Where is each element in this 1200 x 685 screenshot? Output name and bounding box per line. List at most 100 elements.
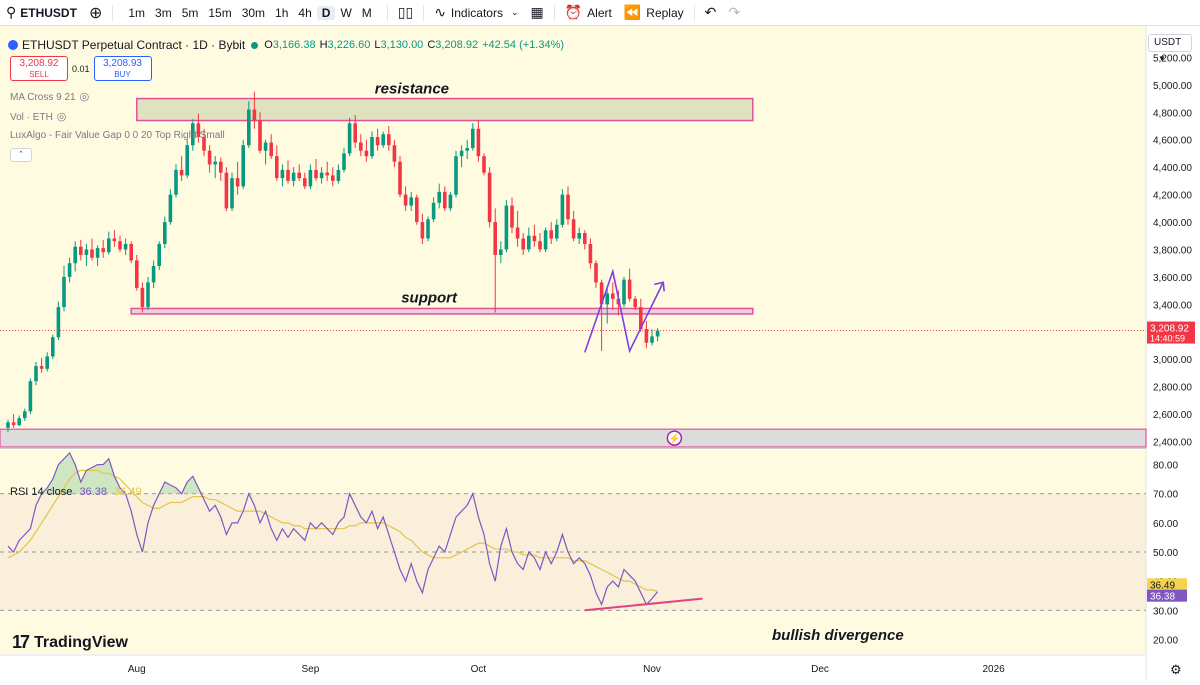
candle: [196, 113, 201, 143]
symbol-name: ETHUSDT: [20, 5, 77, 20]
candle-body: [179, 169, 184, 176]
candle-body: [286, 169, 290, 181]
candle-body: [521, 238, 525, 250]
chart-type-button[interactable]: ▯▯: [392, 0, 419, 26]
timeframe-m-button[interactable]: M: [361, 5, 372, 20]
timeframe-4h-button[interactable]: 4h: [298, 5, 312, 20]
timeframe-w-button[interactable]: W: [340, 5, 352, 20]
candle: [454, 150, 458, 198]
candle-body: [230, 178, 234, 209]
candles-icon: ▯▯: [397, 4, 414, 20]
resistance-zone: [136, 97, 754, 122]
collapse-legend-button[interactable]: ˆ: [10, 148, 32, 162]
indicator-label: LuxAlgo - Fair Value Gap 0 0 20 Top Righ…: [10, 130, 225, 141]
candle-body: [571, 219, 576, 239]
timeframe-d-button[interactable]: D: [316, 5, 336, 20]
candle-body: [370, 136, 374, 157]
candle: [521, 233, 525, 255]
candle-body: [101, 248, 105, 253]
candle: [431, 197, 436, 223]
candle-body: [56, 307, 61, 338]
time-tick-label: Aug: [128, 664, 146, 675]
rsi-tag-bg: [1147, 589, 1187, 602]
candle: [319, 167, 324, 184]
redo-button[interactable]: ↷: [722, 0, 746, 26]
time-tick-label: Sep: [302, 664, 320, 675]
timeframe-5m-button[interactable]: 5m: [181, 5, 199, 20]
open-value: 3,166.38: [272, 39, 316, 51]
eye-hidden-icon[interactable]: ◎: [79, 91, 90, 103]
candle: [487, 167, 492, 228]
layouts-button[interactable]: ▦: [525, 0, 550, 26]
high-label: H: [319, 39, 328, 51]
replay-label: Replay: [646, 5, 684, 20]
timeframe-1h-button[interactable]: 1h: [275, 5, 289, 20]
rsi-legend: RSI 14 close 36.38 36.49: [10, 486, 142, 498]
price-tick-label: 5,200.00: [1153, 53, 1192, 64]
candle: [627, 268, 632, 302]
buy-button[interactable]: 3,208.93 BUY: [93, 56, 152, 81]
candle-body: [123, 243, 128, 250]
timeframe-3m-button[interactable]: 3m: [155, 5, 172, 20]
candle-body: [252, 109, 257, 121]
candle-body: [202, 136, 206, 151]
chart-area[interactable]: resistance support ⚡ 2,400.00 2,600.00 2,800.…: [0, 26, 1200, 680]
candle: [353, 115, 357, 148]
ohlc-low: L3,130.00: [374, 39, 423, 51]
candle: [79, 239, 83, 261]
undo-button[interactable]: ↶: [699, 0, 723, 26]
low-value: 3,130.00: [380, 39, 424, 51]
rsi-tag-value: 36.38: [1150, 592, 1175, 603]
indicator-volume[interactable]: Vol · ETH ◎: [10, 110, 66, 123]
settings-gear-icon[interactable]: ⚙: [1170, 662, 1182, 677]
rsi-tick-label: 50.00: [1153, 548, 1178, 559]
candle-body: [639, 307, 643, 330]
divider: [423, 4, 425, 21]
candle-body: [454, 156, 458, 195]
chart-canvas[interactable]: resistance support ⚡ 2,400.00 2,600.00 2,800.…: [0, 26, 1200, 680]
indicators-button[interactable]: ∿ Indicators ⌄: [428, 0, 524, 26]
candle-body: [583, 233, 587, 244]
tradingview-logo[interactable]: 17 TradingView: [12, 632, 128, 653]
alert-button[interactable]: ⏰ Alert: [559, 0, 618, 26]
replay-button[interactable]: ⏪ Replay: [618, 0, 690, 26]
rsi-line: [7, 451, 659, 607]
currency-select[interactable]: USDT ▼: [1148, 34, 1192, 63]
symbol-search[interactable]: ⚲ ETHUSDT: [0, 0, 83, 26]
candle-body: [448, 194, 453, 209]
marker-circle: [666, 430, 683, 446]
candle: [308, 164, 313, 190]
chevron-down-icon: ▼: [1158, 54, 1166, 63]
candle-body: [331, 175, 335, 181]
candle-body: [23, 411, 27, 419]
timeframe-15m-button[interactable]: 15m: [208, 5, 232, 20]
spread-value: 0.01: [72, 63, 90, 74]
chevron-up-icon: ˆ: [19, 150, 23, 160]
divider: [112, 4, 114, 21]
candle: [426, 216, 430, 242]
candle: [213, 156, 217, 179]
rsi-value: 36.38: [79, 486, 107, 498]
candle-body: [476, 128, 481, 157]
high-value: 3,226.60: [327, 39, 371, 51]
ohlc-high: H3,226.60: [320, 39, 371, 51]
timeframe-1m-button[interactable]: 1m: [128, 5, 146, 20]
indicator-fvg[interactable]: LuxAlgo - Fair Value Gap 0 0 20 Top Righ…: [10, 130, 225, 141]
alert-label: Alert: [587, 5, 612, 20]
candle: [269, 134, 273, 159]
time-tick-label: 2026: [982, 664, 1005, 675]
candle: [381, 131, 385, 148]
timeframe-30m-button[interactable]: 30m: [241, 5, 266, 20]
candle-body: [185, 145, 189, 176]
candle: [151, 260, 156, 288]
candle: [291, 167, 296, 187]
candle: [230, 172, 234, 212]
sell-button[interactable]: 3,208.92 SELL: [10, 56, 68, 81]
eye-hidden-icon[interactable]: ◎: [56, 111, 67, 123]
price-tick-label: 2,600.00: [1153, 410, 1192, 421]
chart-legend: ETHUSDT Perpetual Contract · 1D · Bybit …: [8, 38, 564, 52]
compare-button[interactable]: ⊕: [83, 0, 108, 26]
indicator-ma-cross[interactable]: MA Cross 9 21 ◎: [10, 90, 89, 103]
candle-body: [258, 120, 262, 151]
resistance-label: resistance: [375, 81, 449, 98]
